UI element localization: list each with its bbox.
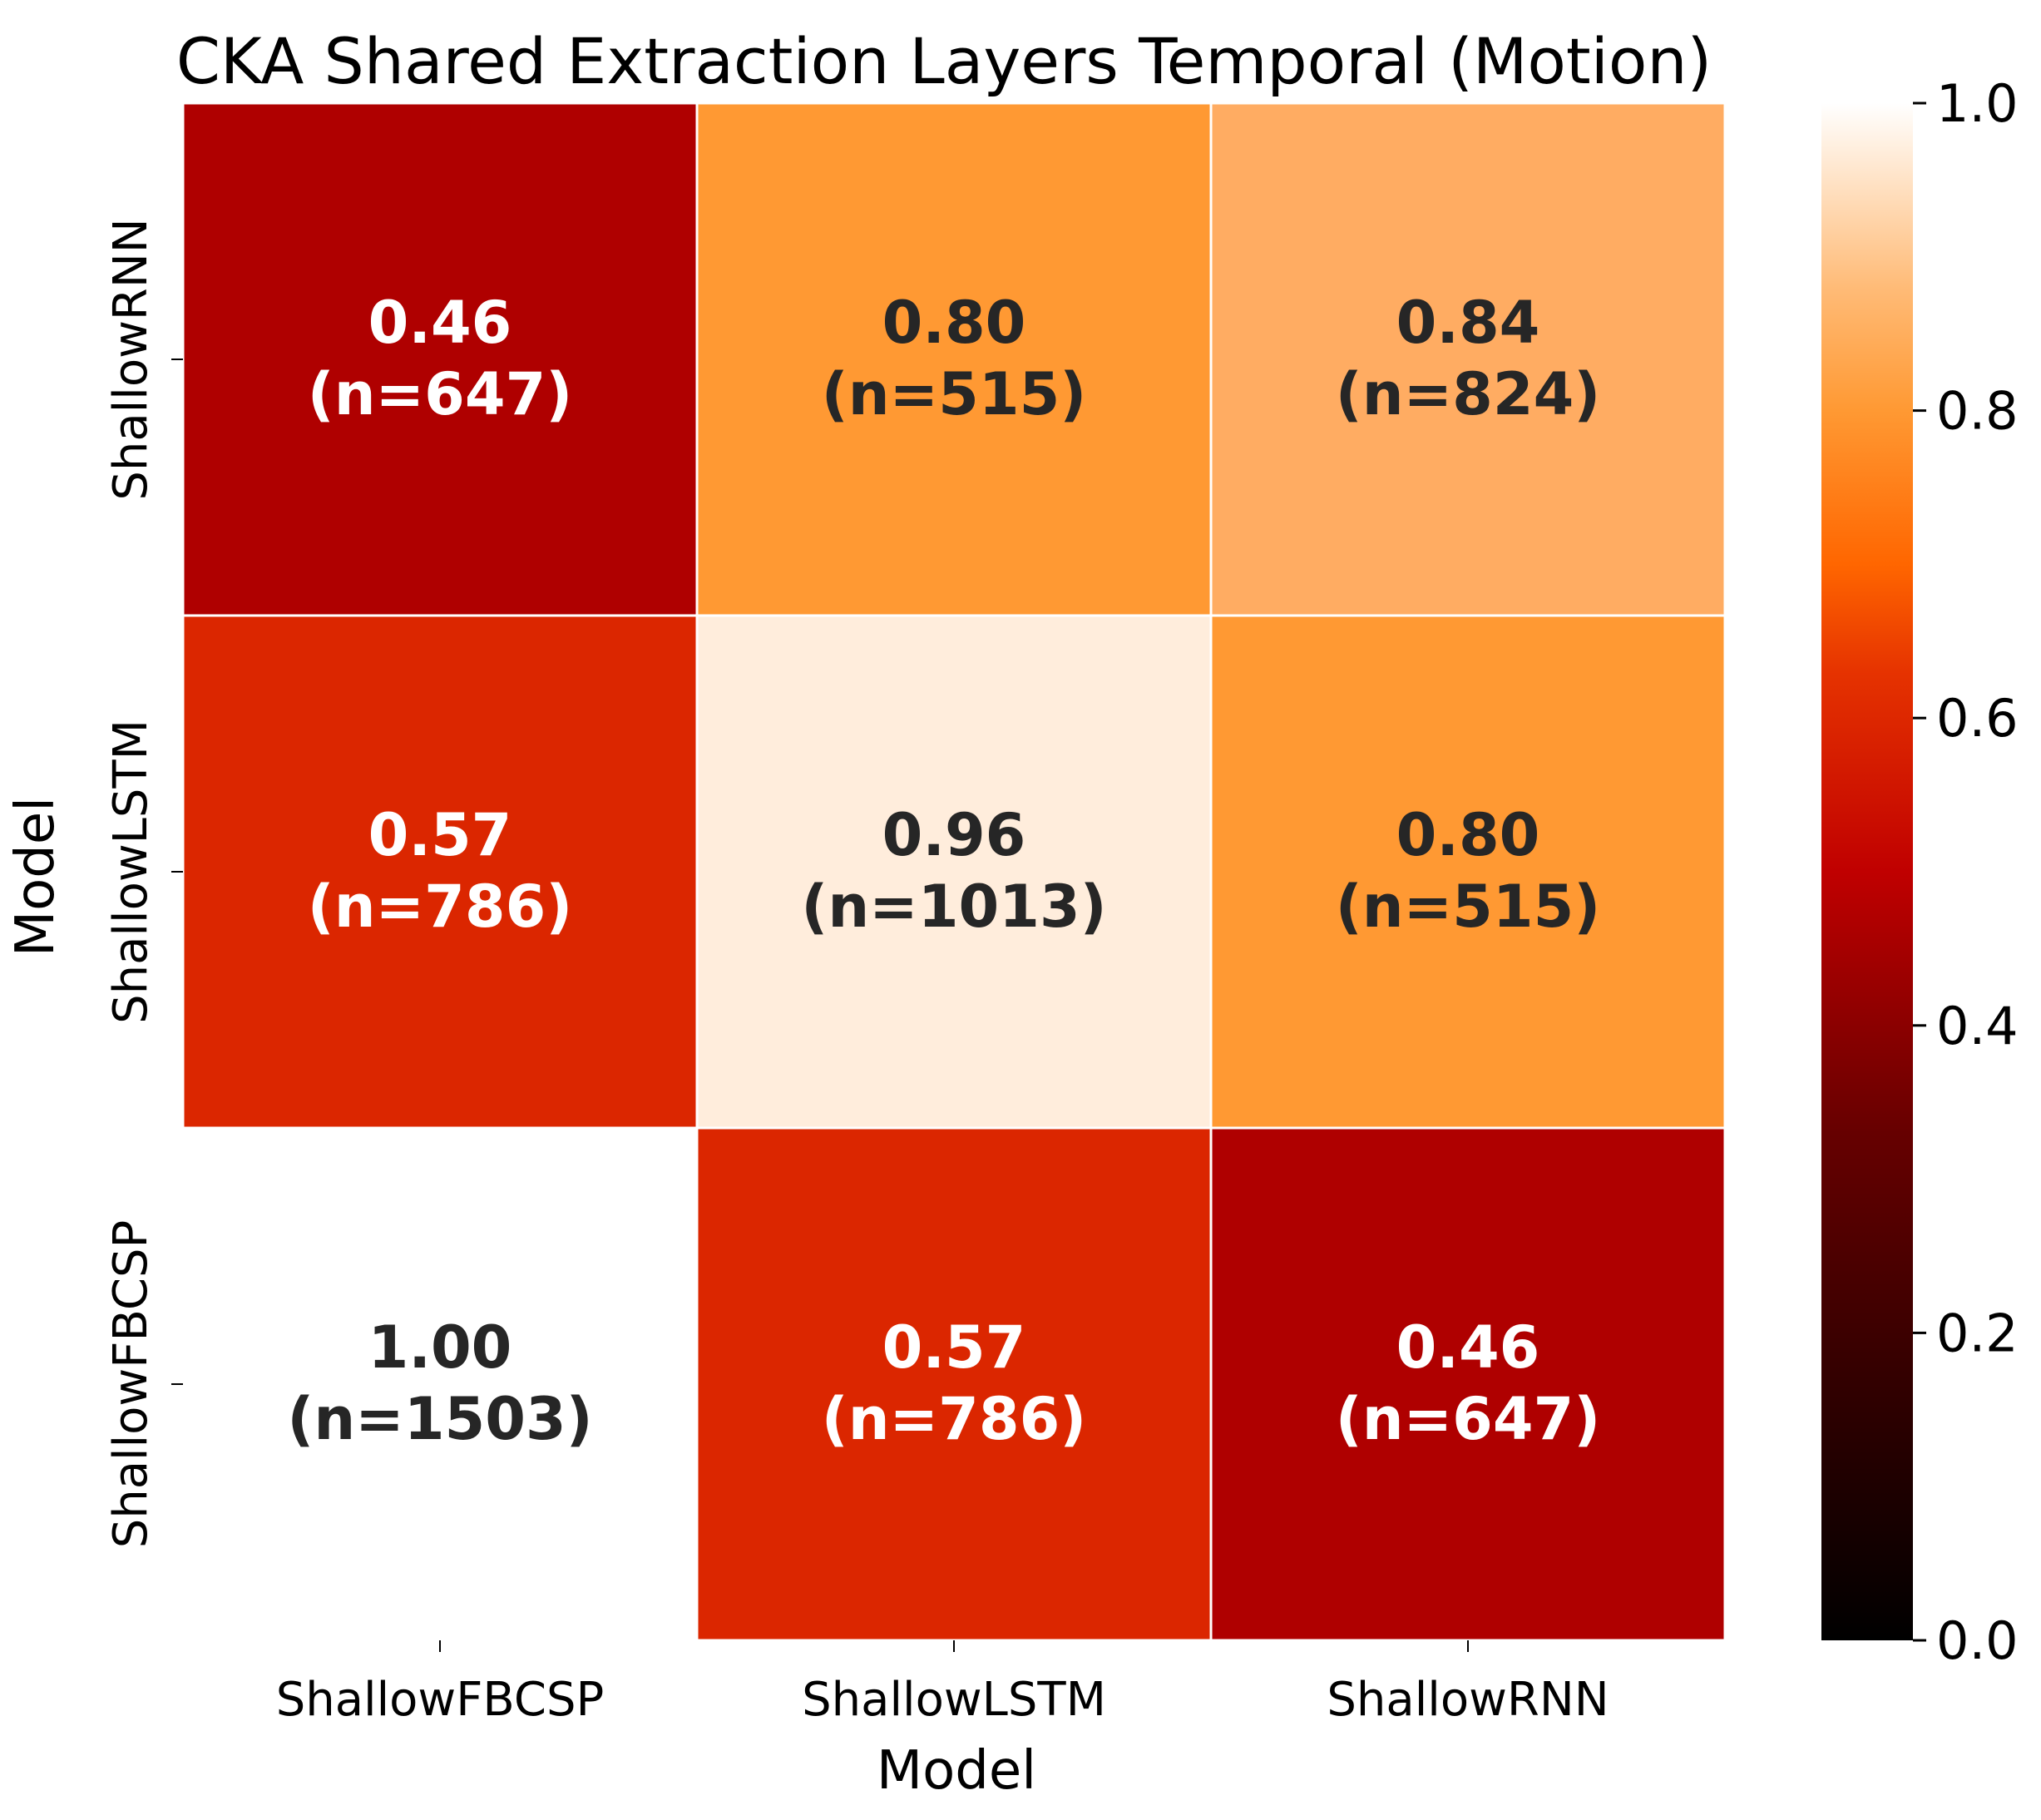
cell-count-label: (n=647): [1336, 1385, 1601, 1453]
cell-count-label: (n=1013): [801, 873, 1106, 941]
cell-count-label: (n=824): [1336, 360, 1601, 428]
cell-count-label: (n=515): [822, 360, 1087, 428]
colorbar-tick-label: 0.8: [1936, 381, 2019, 442]
colorbar: [1821, 103, 1913, 1640]
cell-value-label: 0.46: [368, 289, 512, 357]
colorbar-tick-label: 1.0: [1936, 73, 2019, 134]
x-tick-label: ShallowLSTM: [802, 1673, 1106, 1727]
colorbar-ticks: 0.0 0.2 0.4 0.6 0.8 1.0: [1913, 73, 2019, 1671]
y-axis-ticks: ShallowRNN ShallowLSTM ShallowFBCSP: [104, 218, 183, 1548]
y-tick-label: ShallowLSTM: [104, 720, 158, 1024]
colorbar-tick-label: 0.0: [1936, 1610, 2019, 1671]
cell-value-label: 0.57: [882, 1313, 1026, 1382]
cell-value-label: 1.00: [368, 1313, 512, 1382]
cell-count-label: (n=786): [822, 1385, 1087, 1453]
heatmap-cell: [181, 101, 699, 617]
heatmap-cell: [181, 614, 699, 1130]
colorbar-tick-label: 0.2: [1936, 1303, 2019, 1363]
heatmap-cells: [181, 101, 1727, 1642]
x-axis-label: Model: [877, 1740, 1036, 1802]
x-tick-label: ShallowFBCSP: [276, 1673, 605, 1727]
x-tick-label: ShallowRNN: [1327, 1673, 1609, 1727]
cell-value-label: 0.96: [882, 801, 1026, 869]
heatmap-cell: [1209, 614, 1727, 1130]
heatmap-cell: [1209, 101, 1727, 617]
y-tick-label: ShallowRNN: [104, 218, 158, 500]
y-axis-label: Model: [5, 797, 67, 957]
cell-value-label: 0.46: [1396, 1313, 1540, 1382]
heatmap-cell: [1209, 1126, 1727, 1642]
y-tick-label: ShallowFBCSP: [104, 1220, 158, 1549]
heatmap-cell: [695, 614, 1213, 1130]
cell-value-label: 0.80: [882, 289, 1026, 357]
chart-title: CKA Shared Extraction Layers Temporal (M…: [176, 24, 1712, 98]
colorbar-tick-label: 0.6: [1936, 688, 2019, 749]
cell-count-label: (n=786): [308, 873, 573, 941]
cell-count-label: (n=647): [308, 360, 573, 428]
x-axis-ticks: ShallowFBCSP ShallowLSTM ShallowRNN: [276, 1640, 1609, 1727]
heatmap-cell: [695, 1126, 1213, 1642]
colorbar-tick-label: 0.4: [1936, 996, 2019, 1056]
cell-value-label: 0.84: [1396, 289, 1540, 357]
cell-value-label: 0.80: [1396, 801, 1540, 869]
heatmap-cell: [695, 101, 1213, 617]
heatmap-annotations: 0.46(n=647)0.80(n=515)0.84(n=824)0.57(n=…: [287, 289, 1600, 1453]
cell-count-label: (n=1503): [287, 1385, 592, 1453]
cell-value-label: 0.57: [368, 801, 512, 869]
cell-count-label: (n=515): [1336, 873, 1601, 941]
